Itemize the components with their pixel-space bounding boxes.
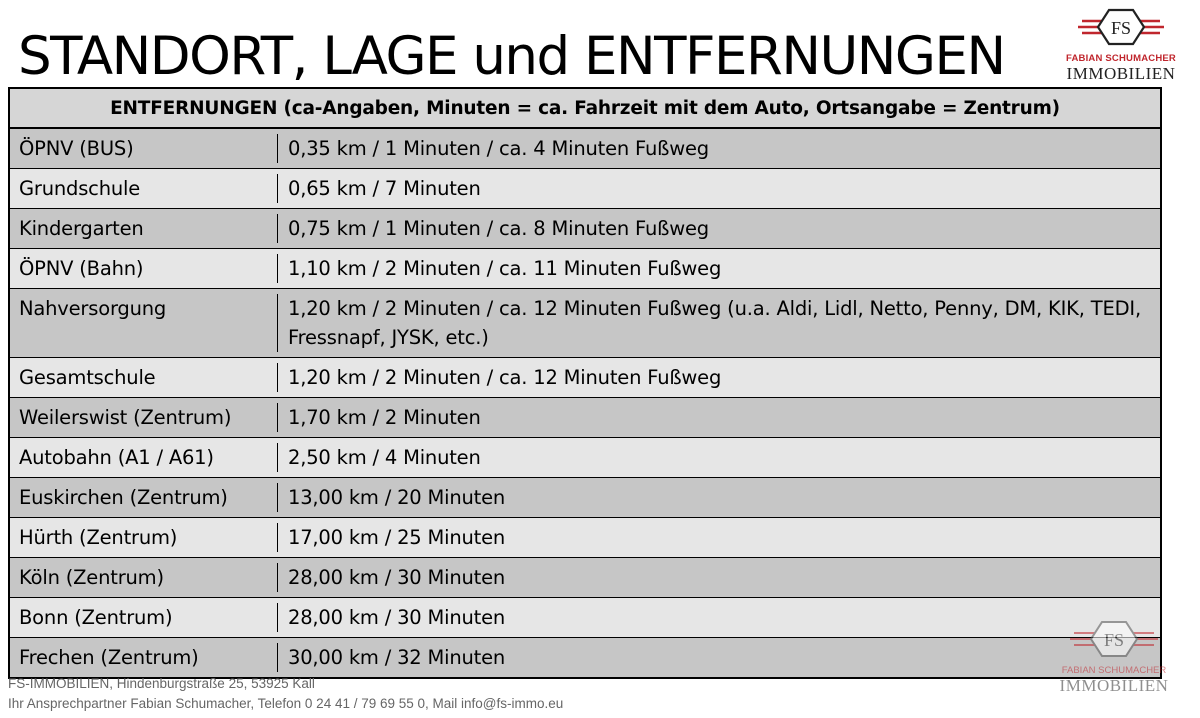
- company-logo: FS FABIAN SCHUMACHER IMMOBILIEN: [1060, 6, 1182, 83]
- row-label: Köln (Zentrum): [10, 563, 278, 592]
- row-value: 28,00 km / 30 Minuten: [288, 566, 506, 589]
- row-label: Autobahn (A1 / A61): [10, 443, 278, 472]
- table-row: Autobahn (A1 / A61) 2,50 km / 4 Minuten: [10, 438, 1160, 478]
- row-label: Gesamtschule: [10, 363, 278, 392]
- row-label: Kindergarten: [10, 214, 278, 243]
- row-label: Hürth (Zentrum): [10, 523, 278, 552]
- fs-emblem-icon: FS: [1078, 8, 1164, 46]
- table-row: Bonn (Zentrum) 28,00 km / 30 Minuten: [10, 598, 1160, 638]
- footer-logo-brand-name: FABIAN SCHUMACHER: [1061, 665, 1167, 676]
- row-label: Bonn (Zentrum): [10, 603, 278, 632]
- table-row: Kindergarten 0,75 km / 1 Minuten / ca. 8 …: [10, 209, 1160, 249]
- row-value: 1,70 km / 2 Minuten: [288, 406, 481, 429]
- row-label: Frechen (Zentrum): [10, 643, 278, 672]
- row-value: 17,00 km / 25 Minuten: [288, 526, 506, 549]
- row-label-text: Nahversorgung: [19, 297, 167, 320]
- row-label-text: Euskirchen (Zentrum): [19, 486, 228, 509]
- row-value: 13,00 km / 20 Minuten: [288, 486, 506, 509]
- row-label: Nahversorgung: [10, 294, 278, 352]
- table-row: ÖPNV (Bahn) 1,10 km / 2 Minuten / ca. 11 …: [10, 249, 1160, 289]
- row-value: 0,75 km / 1 Minuten / ca. 8 Minuten Fußw…: [288, 217, 709, 240]
- row-label: Weilerswist (Zentrum): [10, 403, 278, 432]
- footer-address: FS-IMMOBILIEN, Hindenburgstraße 25, 5392…: [8, 676, 315, 691]
- row-value: 28,00 km / 30 Minuten: [288, 606, 506, 629]
- row-label-text: Gesamtschule: [19, 366, 156, 389]
- row-label-text: Grundschule: [19, 177, 141, 200]
- distances-table: ENTFERNUNGEN (ca-Angaben, Minuten = ca. …: [8, 87, 1162, 679]
- table-row: Köln (Zentrum) 28,00 km / 30 Minuten: [10, 558, 1160, 598]
- row-label-text: Hürth (Zentrum): [19, 526, 178, 549]
- row-label-text: ÖPNV (Bahn): [19, 257, 144, 280]
- table-row: Frechen (Zentrum) 30,00 km / 32 Minuten: [10, 638, 1160, 677]
- row-value: 1,10 km / 2 Minuten / ca. 11 Minuten Fuß…: [288, 257, 722, 280]
- row-value: 1,20 km / 2 Minuten / ca. 12 Minuten Fuß…: [288, 366, 722, 389]
- row-value: 30,00 km / 32 Minuten: [288, 646, 506, 669]
- table-row: Weilerswist (Zentrum) 1,70 km / 2 Minuten: [10, 398, 1160, 438]
- footer-contact: Ihr Ansprechpartner Fabian Schumacher, T…: [8, 696, 564, 711]
- svg-text:FS: FS: [1104, 630, 1124, 650]
- logo-monogram: FS: [1111, 18, 1131, 38]
- row-value: 2,50 km / 4 Minuten: [288, 446, 481, 469]
- row-label-text: Autobahn (A1 / A61): [19, 446, 214, 469]
- row-value: 0,35 km / 1 Minuten / ca. 4 Minuten Fußw…: [288, 137, 709, 160]
- page-title: STANDORT, LAGE und ENTFERNUNGEN: [18, 26, 1006, 87]
- row-label: ÖPNV (Bahn): [10, 254, 278, 283]
- table-row: Nahversorgung 1,20 km / 2 Minuten / ca. 1…: [10, 289, 1160, 358]
- row-label: ÖPNV (BUS): [10, 134, 278, 163]
- row-value: 0,65 km / 7 Minuten: [288, 177, 481, 200]
- logo-brand-name: FABIAN SCHUMACHER: [1065, 53, 1176, 64]
- row-label: Euskirchen (Zentrum): [10, 483, 278, 512]
- row-label-text: Kindergarten: [19, 217, 144, 240]
- table-row: Euskirchen (Zentrum) 13,00 km / 20 Minute…: [10, 478, 1160, 518]
- row-label-text: Köln (Zentrum): [19, 566, 164, 589]
- row-value: 1,20 km / 2 Minuten / ca. 12 Minuten Fuß…: [288, 297, 1141, 349]
- footer: FS-IMMOBILIEN, Hindenburgstraße 25, 5392…: [8, 674, 563, 714]
- row-label-text: Weilerswist (Zentrum): [19, 406, 232, 429]
- table-body: ÖPNV (BUS) 0,35 km / 1 Minuten / ca. 4 Mi…: [10, 129, 1160, 677]
- table-row: Hürth (Zentrum) 17,00 km / 25 Minuten: [10, 518, 1160, 558]
- row-label: Grundschule: [10, 174, 278, 203]
- fs-emblem-faded-icon: FS: [1070, 621, 1158, 657]
- table-header: ENTFERNUNGEN (ca-Angaben, Minuten = ca. …: [10, 89, 1160, 129]
- table-row: Grundschule 0,65 km / 7 Minuten: [10, 169, 1160, 209]
- logo-brand-type: IMMOBILIEN: [1066, 64, 1176, 83]
- footer-logo-brand-type: IMMOBILIEN: [1059, 676, 1169, 695]
- table-row: ÖPNV (BUS) 0,35 km / 1 Minuten / ca. 4 Mi…: [10, 129, 1160, 169]
- row-label-text: Bonn (Zentrum): [19, 606, 173, 629]
- row-label-text: Frechen (Zentrum): [19, 646, 199, 669]
- row-label-text: ÖPNV (BUS): [19, 137, 134, 160]
- footer-logo: FS FABIAN SCHUMACHER IMMOBILIEN: [1052, 618, 1176, 698]
- table-row: Gesamtschule 1,20 km / 2 Minuten / ca. 12…: [10, 358, 1160, 398]
